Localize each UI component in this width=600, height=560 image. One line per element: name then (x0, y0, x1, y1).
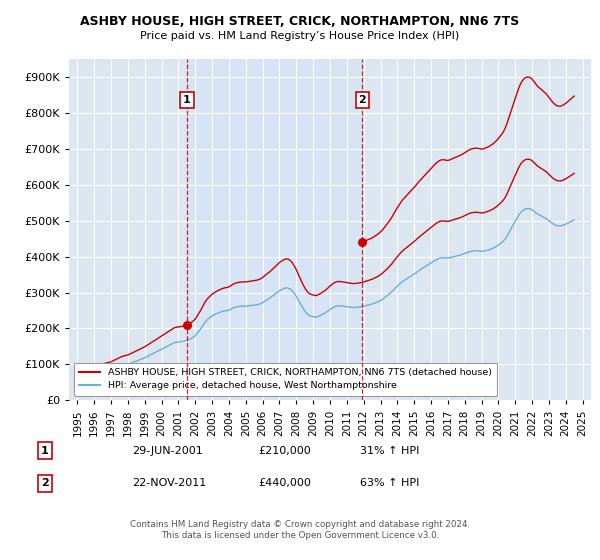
Legend: ASHBY HOUSE, HIGH STREET, CRICK, NORTHAMPTON, NN6 7TS (detached house), HPI: Ave: ASHBY HOUSE, HIGH STREET, CRICK, NORTHAM… (74, 362, 497, 396)
Text: ASHBY HOUSE, HIGH STREET, CRICK, NORTHAMPTON, NN6 7TS: ASHBY HOUSE, HIGH STREET, CRICK, NORTHAM… (80, 15, 520, 27)
Point (182, 320, 191, 329)
Text: 2: 2 (41, 478, 49, 488)
Point (358, 237, 367, 246)
Text: 1: 1 (183, 95, 191, 105)
Text: 22-NOV-2011: 22-NOV-2011 (132, 478, 206, 488)
Text: Price paid vs. HM Land Registry’s House Price Index (HPI): Price paid vs. HM Land Registry’s House … (140, 31, 460, 41)
Text: £440,000: £440,000 (258, 478, 311, 488)
Text: Contains HM Land Registry data © Crown copyright and database right 2024.
This d: Contains HM Land Registry data © Crown c… (130, 520, 470, 540)
Text: £210,000: £210,000 (258, 446, 311, 456)
Text: 31% ↑ HPI: 31% ↑ HPI (360, 446, 419, 456)
Text: 1: 1 (41, 446, 49, 456)
Text: 2: 2 (358, 95, 366, 105)
Bar (187, 59, 362, 400)
Text: 63% ↑ HPI: 63% ↑ HPI (360, 478, 419, 488)
Text: 29-JUN-2001: 29-JUN-2001 (132, 446, 203, 456)
